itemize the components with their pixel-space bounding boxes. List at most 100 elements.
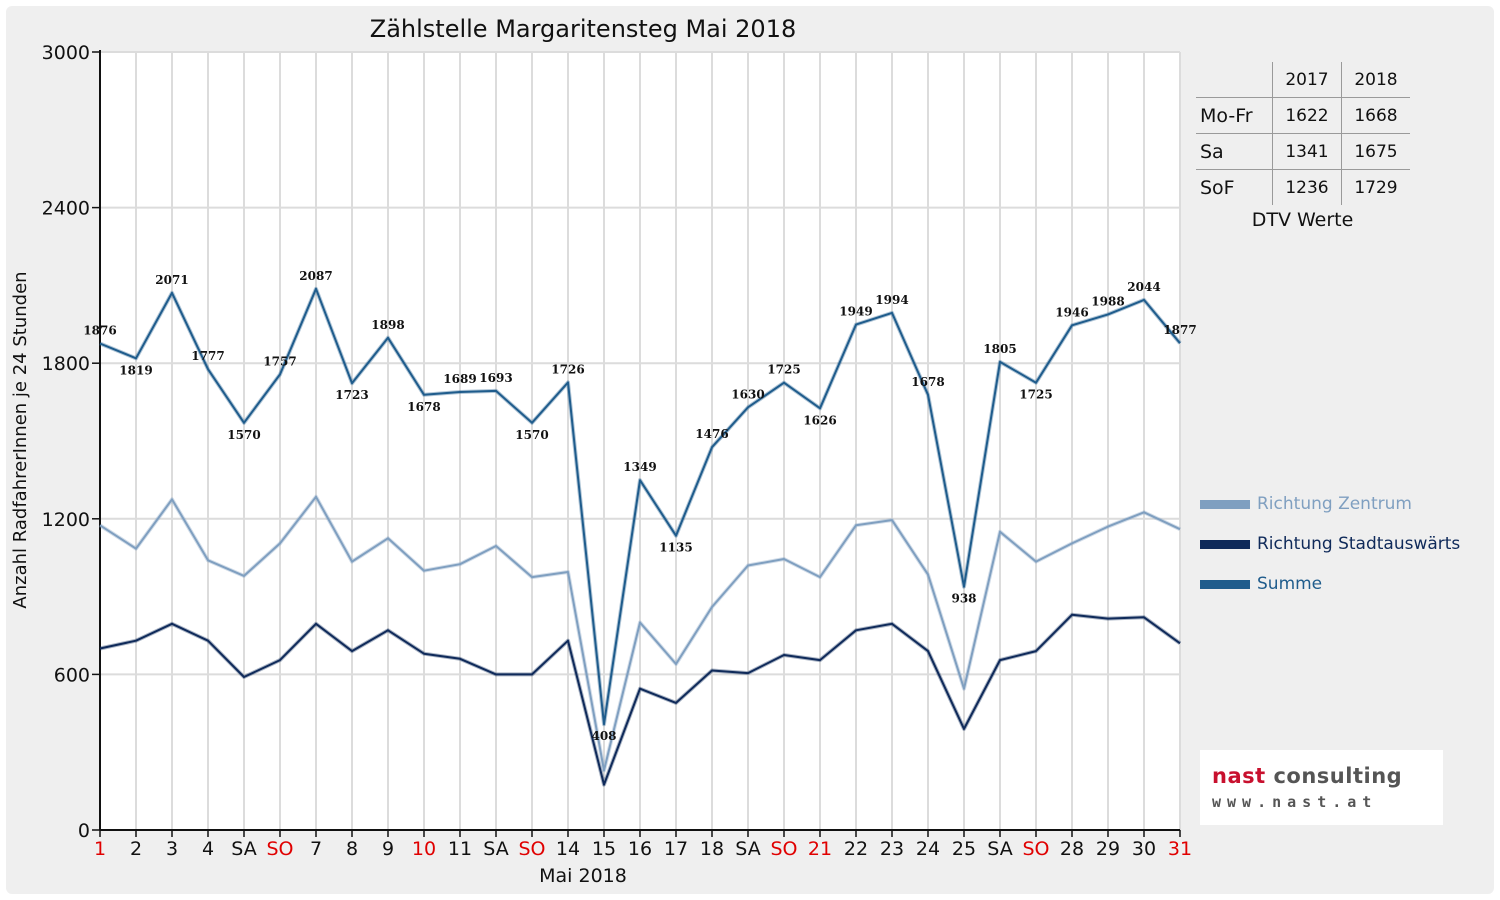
legend-item-zentrum: Richtung Zentrum xyxy=(1200,494,1412,514)
x-tick-label: 11 xyxy=(448,838,472,860)
data-label: 1570 xyxy=(515,428,548,442)
x-tick-label: 18 xyxy=(700,838,724,860)
y-tick-label: 2400 xyxy=(42,198,90,220)
x-tick-label: 8 xyxy=(346,838,358,860)
stats-value: 1622 xyxy=(1272,97,1342,134)
data-label: 1723 xyxy=(335,388,368,402)
x-tick-label: 29 xyxy=(1096,838,1120,860)
nast-consulting-logo: nast consulting www.nast.at xyxy=(1200,750,1443,825)
x-tick-label: 21 xyxy=(808,838,832,860)
legend-item-summe: Summe xyxy=(1200,574,1322,594)
data-label: 408 xyxy=(591,729,616,743)
x-tick-label: 22 xyxy=(844,838,868,860)
data-label: 1693 xyxy=(479,371,512,385)
data-label: 1877 xyxy=(1163,323,1196,337)
x-tick-label: 25 xyxy=(952,838,976,860)
y-tick-label: 600 xyxy=(54,664,90,686)
data-label: 1570 xyxy=(227,428,260,442)
data-label: 1949 xyxy=(839,305,872,319)
stats-corner-cell xyxy=(1196,62,1273,98)
y-tick-label: 0 xyxy=(78,820,90,842)
x-tick-label: SO xyxy=(266,838,293,860)
data-label: 938 xyxy=(951,592,976,606)
data-label: 1994 xyxy=(875,293,908,307)
y-tick-label: 3000 xyxy=(42,42,90,64)
x-tick-label: 30 xyxy=(1132,838,1156,860)
data-labels: 1876 1819 2071 1777 1570 1757 2087 1723 1898 1678… xyxy=(83,269,1196,743)
stats-row-sof: SoF 1236 1729 xyxy=(1196,169,1410,205)
x-tick-label: 2 xyxy=(130,838,142,860)
dtv-stats-table: 2017 2018 Mo-Fr 1622 1668 Sa 1341 1675 S… xyxy=(1196,62,1410,205)
data-label: 1678 xyxy=(407,400,440,414)
data-label: 1876 xyxy=(83,323,116,337)
x-tick-label: 3 xyxy=(166,838,178,860)
x-tick-label: 24 xyxy=(916,838,940,860)
x-tick-label: SO xyxy=(1022,838,1049,860)
x-tick-label: SO xyxy=(518,838,545,860)
data-label: 1135 xyxy=(659,541,692,555)
logo-url: www.nast.at xyxy=(1212,793,1378,811)
legend-swatch xyxy=(1200,499,1250,509)
logo-brand-grey: consulting xyxy=(1273,764,1403,788)
data-label: 1349 xyxy=(623,460,656,474)
stats-value: 1236 xyxy=(1272,169,1342,205)
stats-caption: DTV Werte xyxy=(1251,209,1354,231)
y-tick-label: 1800 xyxy=(42,353,90,375)
data-label: 2044 xyxy=(1127,280,1160,294)
legend-swatch xyxy=(1200,579,1250,589)
stats-header-row: 2017 2018 xyxy=(1196,62,1410,98)
x-tick-label: 14 xyxy=(556,838,580,860)
gridlines xyxy=(100,51,1181,830)
x-tick-label: 17 xyxy=(664,838,688,860)
x-tick-label: SA xyxy=(231,838,256,860)
data-label: 1476 xyxy=(695,427,728,441)
stats-header-2017: 2017 xyxy=(1272,62,1342,98)
data-label: 1988 xyxy=(1091,294,1124,308)
series-line-zentrum xyxy=(99,495,1181,772)
stats-row-label: SoF xyxy=(1196,169,1273,205)
series-lines xyxy=(98,286,1182,787)
x-tick-label: SO xyxy=(770,838,797,860)
data-label: 1946 xyxy=(1055,305,1088,319)
series-line-stadtauswaerts xyxy=(99,613,1181,786)
data-label: 1757 xyxy=(263,354,296,368)
data-label: 1630 xyxy=(731,387,764,401)
x-axis-label: Mai 2018 xyxy=(539,865,627,887)
chart-title: Zählstelle Margaritensteg Mai 2018 xyxy=(370,15,797,43)
data-label: 1725 xyxy=(767,363,800,377)
stats-header-2018: 2018 xyxy=(1341,62,1410,98)
data-label: 1819 xyxy=(119,363,152,377)
x-tick-label: 23 xyxy=(880,838,904,860)
data-label: 1626 xyxy=(803,413,836,427)
x-tick-label: 28 xyxy=(1060,838,1084,860)
stats-row-label: Mo-Fr xyxy=(1196,97,1273,134)
data-label: 1725 xyxy=(1019,388,1052,402)
x-tick-label: SA xyxy=(483,838,508,860)
x-tick-label: 15 xyxy=(592,838,616,860)
stats-row-sa: Sa 1341 1675 xyxy=(1196,133,1410,170)
data-label: 1805 xyxy=(983,342,1016,356)
data-label: 2087 xyxy=(299,269,332,283)
x-tick-label: SA xyxy=(987,838,1012,860)
x-tick-label: 1 xyxy=(94,838,106,860)
stats-value: 1729 xyxy=(1341,169,1410,205)
x-tick-label: 16 xyxy=(628,838,652,860)
x-tick-label: 31 xyxy=(1168,838,1192,860)
x-tick-label: 10 xyxy=(412,838,436,860)
logo-brand-red: nast xyxy=(1212,764,1266,788)
legend-label: Richtung Stadtauswärts xyxy=(1257,534,1461,554)
stats-value: 1675 xyxy=(1341,133,1410,170)
stats-value: 1668 xyxy=(1341,97,1410,134)
data-label: 1678 xyxy=(911,375,944,389)
data-label: 1898 xyxy=(371,318,404,332)
data-label: 1726 xyxy=(551,362,584,376)
stats-row-label: Sa xyxy=(1196,133,1273,170)
legend-label: Richtung Zentrum xyxy=(1257,494,1412,514)
series-line-summe xyxy=(99,287,1181,726)
data-label: 2071 xyxy=(155,273,188,287)
stats-row-mofr: Mo-Fr 1622 1668 xyxy=(1196,97,1410,134)
logo-brand: nast consulting xyxy=(1212,764,1402,788)
data-label: 1689 xyxy=(443,372,476,386)
